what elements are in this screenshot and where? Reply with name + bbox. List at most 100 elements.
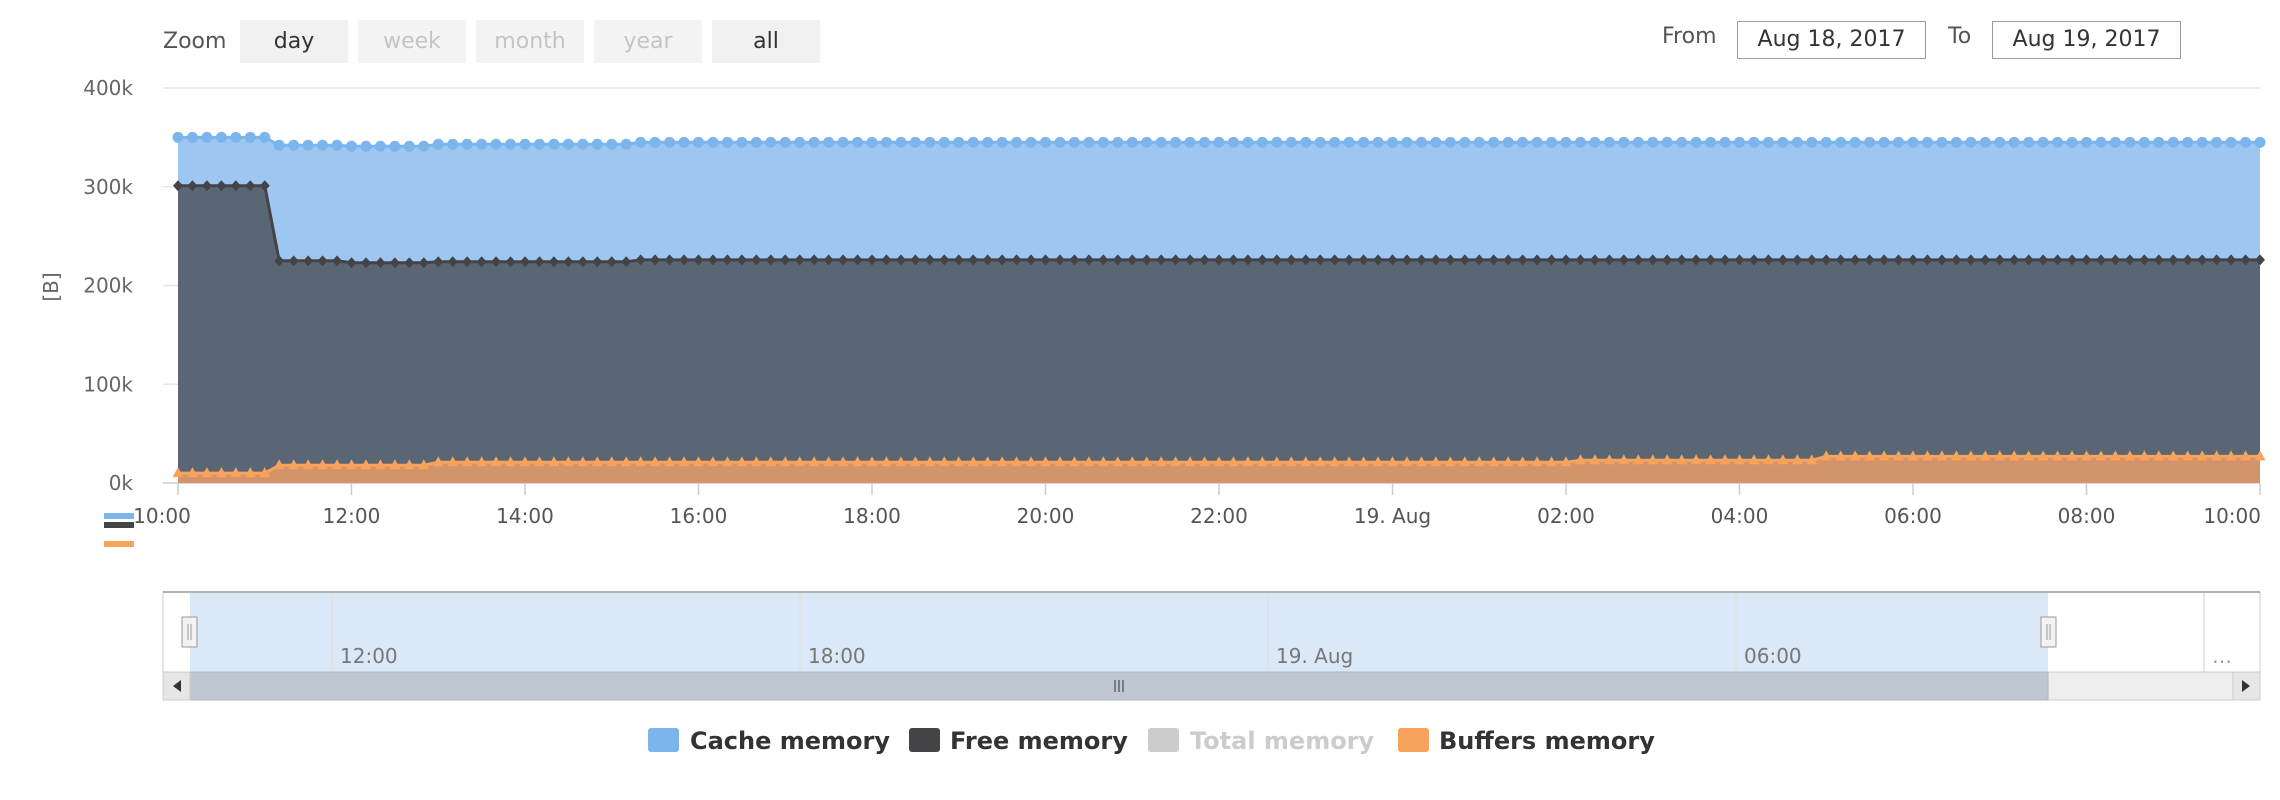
free-point (1951, 254, 1962, 266)
cache-point (1531, 136, 1543, 148)
cache-point (1921, 136, 1933, 148)
navigator[interactable]: 12:00 18:00 19. Aug 06:00… (162, 591, 2261, 673)
free-point (2182, 254, 2193, 266)
cache-point (1907, 136, 1919, 148)
free-point (1286, 254, 1297, 266)
cache-point (302, 139, 314, 151)
cache-point (447, 138, 459, 150)
navigator-left-handle[interactable] (181, 616, 198, 648)
y-tick-label: 0k (109, 471, 134, 495)
free-point (1647, 254, 1658, 266)
free-point (1604, 254, 1615, 266)
buffers-point (1256, 456, 1268, 467)
free-point (1720, 254, 1731, 266)
buffers-point (1936, 450, 1948, 461)
legend-total-label: Total memory (1190, 727, 1375, 755)
buffers-point (1589, 454, 1601, 465)
cache-swatch (648, 728, 679, 752)
cache-point (1300, 136, 1312, 148)
cache-point (432, 138, 444, 150)
cache-point (331, 139, 343, 151)
buffers-point (1647, 454, 1659, 465)
free-point (1618, 254, 1629, 266)
buffers-point (1618, 454, 1630, 465)
scrollbar[interactable] (162, 671, 2261, 701)
cache-point (1242, 136, 1254, 148)
navigator-right-handle[interactable] (2040, 616, 2057, 648)
cache-point (1893, 136, 1905, 148)
cache-point (1126, 136, 1138, 148)
cache-point (1878, 136, 1890, 148)
buffers-point (201, 467, 213, 478)
zoom-all-button[interactable]: all (712, 20, 820, 63)
free-point (1083, 254, 1094, 266)
buffers-point (1170, 456, 1182, 467)
buffers-point (2182, 450, 2194, 461)
navigator-tick-label: 19. Aug (1276, 644, 1353, 668)
buffers-point (2225, 450, 2237, 461)
zoom-day-button[interactable]: day (240, 20, 348, 63)
free-point (1994, 254, 2005, 266)
cache-point (2153, 136, 2165, 148)
free-point (679, 254, 690, 266)
free-point (201, 180, 212, 192)
legend-item-buffers[interactable]: Buffers memory (1398, 727, 1655, 755)
cache-point (909, 136, 921, 148)
zoom-year-button[interactable]: year (594, 20, 702, 63)
buffers-point (779, 456, 791, 467)
navigator-selection[interactable] (190, 593, 2048, 672)
buffers-point (317, 459, 329, 470)
free-point (1459, 254, 1470, 266)
free-point (852, 254, 863, 266)
legend-item-free[interactable]: Free memory (909, 727, 1128, 755)
free-point (823, 254, 834, 266)
free-point (794, 254, 805, 266)
from-date-input[interactable]: Aug 18, 2017 (1737, 21, 1926, 59)
free-point (548, 256, 559, 268)
buffers-point (2211, 450, 2223, 461)
free-point (1214, 254, 1224, 266)
zoom-month-button[interactable]: month (476, 20, 584, 63)
cache-point (938, 136, 950, 148)
legend-item-cache[interactable]: Cache memory (648, 727, 890, 755)
scrollbar-left-button[interactable] (162, 671, 191, 701)
free-swatch (909, 728, 940, 752)
buffers-point (447, 456, 459, 467)
buffers-point (360, 459, 372, 470)
x-tick-label: 12:00 (323, 504, 381, 528)
cache-point (1820, 136, 1832, 148)
cache-point (996, 136, 1008, 148)
scrollbar-right-button[interactable] (2232, 671, 2261, 701)
buffers-point (1271, 456, 1283, 467)
free-point (693, 254, 704, 266)
legend-item-total[interactable]: Total memory (1148, 727, 1375, 755)
buffers-point (1603, 454, 1615, 465)
buffers-point (678, 456, 690, 467)
free-point (1242, 254, 1253, 266)
cache-point (1358, 136, 1370, 148)
free-point (2067, 254, 2078, 266)
cache-point (1777, 136, 1789, 148)
buffers-point (1025, 456, 1037, 467)
cache-point (1285, 136, 1297, 148)
free-point (447, 256, 458, 268)
buffers-point (1242, 456, 1254, 467)
buffers-point (1878, 450, 1890, 461)
cache-point (201, 131, 213, 143)
buffers-point (1893, 450, 1905, 461)
cache-point (519, 138, 531, 150)
to-date-input[interactable]: Aug 19, 2017 (1992, 21, 2181, 59)
buffers-point (895, 456, 907, 467)
cache-point (750, 136, 762, 148)
free-point (1358, 254, 1369, 266)
free-point (1517, 254, 1528, 266)
free-point (1806, 254, 1817, 266)
zoom-week-button[interactable]: week (358, 20, 466, 63)
free-point (1980, 254, 1991, 266)
cache-point (418, 140, 430, 152)
buffers-point (1979, 450, 1991, 461)
buffers-point (664, 456, 676, 467)
buffers-point (2008, 450, 2020, 461)
cache-point (635, 136, 647, 148)
cache-point (837, 136, 849, 148)
